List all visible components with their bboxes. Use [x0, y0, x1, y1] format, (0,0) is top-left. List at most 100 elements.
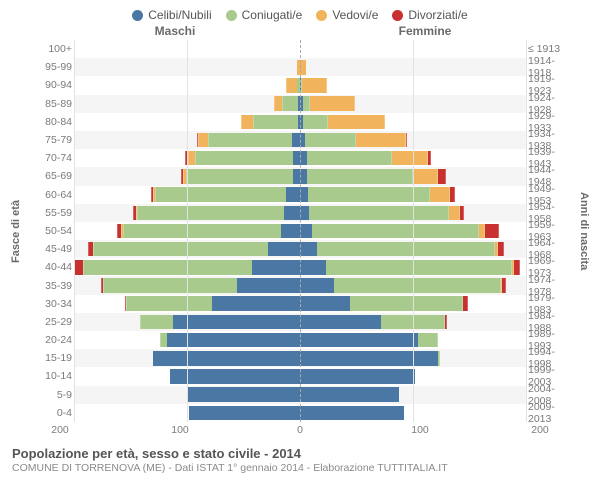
bar-segment — [170, 369, 300, 384]
bar-segment — [392, 151, 428, 166]
bar-segment — [308, 187, 430, 202]
age-label: 30-34 — [24, 298, 74, 310]
x-tick: 100 — [411, 424, 429, 436]
male-bar — [74, 349, 300, 367]
bar-segment — [281, 224, 300, 239]
age-row: 70-741939-1943 — [24, 149, 576, 167]
bar-segment — [252, 260, 300, 275]
bar-segment — [309, 206, 449, 221]
age-label: 70-74 — [24, 152, 74, 164]
female-bar — [300, 149, 526, 167]
male-bar — [74, 149, 300, 167]
bar-segment — [167, 333, 300, 348]
bar-segment — [268, 242, 300, 257]
bar-segment — [286, 78, 296, 93]
bar-segment — [300, 187, 308, 202]
bar-zone — [74, 149, 526, 167]
bar-segment — [155, 187, 286, 202]
age-label: 15-19 — [24, 352, 74, 364]
bar-segment — [300, 224, 312, 239]
bar-segment — [188, 151, 195, 166]
age-row: 55-591954-1958 — [24, 204, 576, 222]
age-row: 95-991914-1918 — [24, 58, 576, 76]
bar-segment — [300, 296, 350, 311]
age-label: 10-14 — [24, 370, 74, 382]
female-bar — [300, 204, 526, 222]
bar-segment — [253, 115, 298, 130]
bar-segment — [282, 96, 298, 111]
legend-item: Celibi/Nubili — [132, 8, 211, 22]
bar-segment — [140, 315, 174, 330]
legend-item: Coniugati/e — [226, 8, 303, 22]
age-row: 45-491964-1968 — [24, 240, 576, 258]
bar-segment — [310, 96, 355, 111]
age-row: 65-691944-1948 — [24, 167, 576, 185]
female-bar — [300, 222, 526, 240]
bar-segment — [445, 315, 447, 330]
population-pyramid-chart: Celibi/Nubili Coniugati/e Vedovi/e Divorzia… — [0, 0, 600, 500]
age-label: 65-69 — [24, 170, 74, 182]
bar-segment — [293, 151, 300, 166]
bar-zone — [74, 295, 526, 313]
bar-segment — [241, 115, 252, 130]
bar-segment — [189, 406, 300, 421]
bar-zone — [74, 58, 526, 76]
bar-segment — [514, 260, 521, 275]
bar-segment — [186, 169, 293, 184]
bar-zone — [74, 95, 526, 113]
female-bar — [300, 167, 526, 185]
bar-segment — [300, 169, 307, 184]
bar-segment — [312, 224, 478, 239]
rows-container: 100+≤ 191395-991914-191890-941919-192385… — [24, 40, 576, 422]
female-bar — [300, 386, 526, 404]
bar-zone — [74, 349, 526, 367]
female-bar — [300, 113, 526, 131]
bar-segment — [413, 169, 438, 184]
chart-subtitle: COMUNE DI TORRENOVA (ME) - Dati ISTAT 1°… — [12, 462, 588, 474]
bar-segment — [303, 115, 328, 130]
bar-segment — [485, 224, 499, 239]
legend-swatch — [316, 10, 327, 21]
legend-item: Divorziati/e — [392, 8, 467, 22]
bar-segment — [305, 133, 357, 148]
age-label: 5-9 — [24, 389, 74, 401]
age-row: 5-92004-2008 — [24, 386, 576, 404]
bar-segment — [428, 151, 431, 166]
bar-segment — [300, 369, 415, 384]
female-bar — [300, 95, 526, 113]
legend-swatch — [132, 10, 143, 21]
bar-zone — [74, 258, 526, 276]
bar-segment — [300, 406, 404, 421]
female-bar — [300, 76, 526, 94]
male-bar — [74, 131, 300, 149]
age-row: 80-841929-1933 — [24, 113, 576, 131]
x-axis: 2001000100200 — [60, 424, 540, 440]
bar-zone — [74, 331, 526, 349]
age-label: 85-89 — [24, 98, 74, 110]
bar-segment — [300, 60, 306, 75]
bar-segment — [303, 96, 310, 111]
age-row: 100+≤ 1913 — [24, 40, 576, 58]
female-bar — [300, 258, 526, 276]
bar-segment — [74, 260, 83, 275]
bar-segment — [300, 206, 309, 221]
male-bar — [74, 313, 300, 331]
bar-segment — [300, 260, 326, 275]
female-bar — [300, 331, 526, 349]
male-bar — [74, 204, 300, 222]
bar-segment — [328, 115, 385, 130]
legend-label: Coniugati/e — [242, 8, 303, 22]
bar-segment — [300, 333, 418, 348]
female-bar — [300, 40, 526, 58]
bar-segment — [300, 315, 381, 330]
male-bar — [74, 258, 300, 276]
bar-zone — [74, 40, 526, 58]
chart-footer: Popolazione per età, sesso e stato civil… — [10, 446, 590, 474]
age-label: 55-59 — [24, 207, 74, 219]
bar-segment — [438, 351, 440, 366]
female-bar — [300, 186, 526, 204]
legend-item: Vedovi/e — [316, 8, 378, 22]
bar-segment — [479, 224, 486, 239]
bar-segment — [300, 387, 399, 402]
bar-segment — [208, 133, 292, 148]
